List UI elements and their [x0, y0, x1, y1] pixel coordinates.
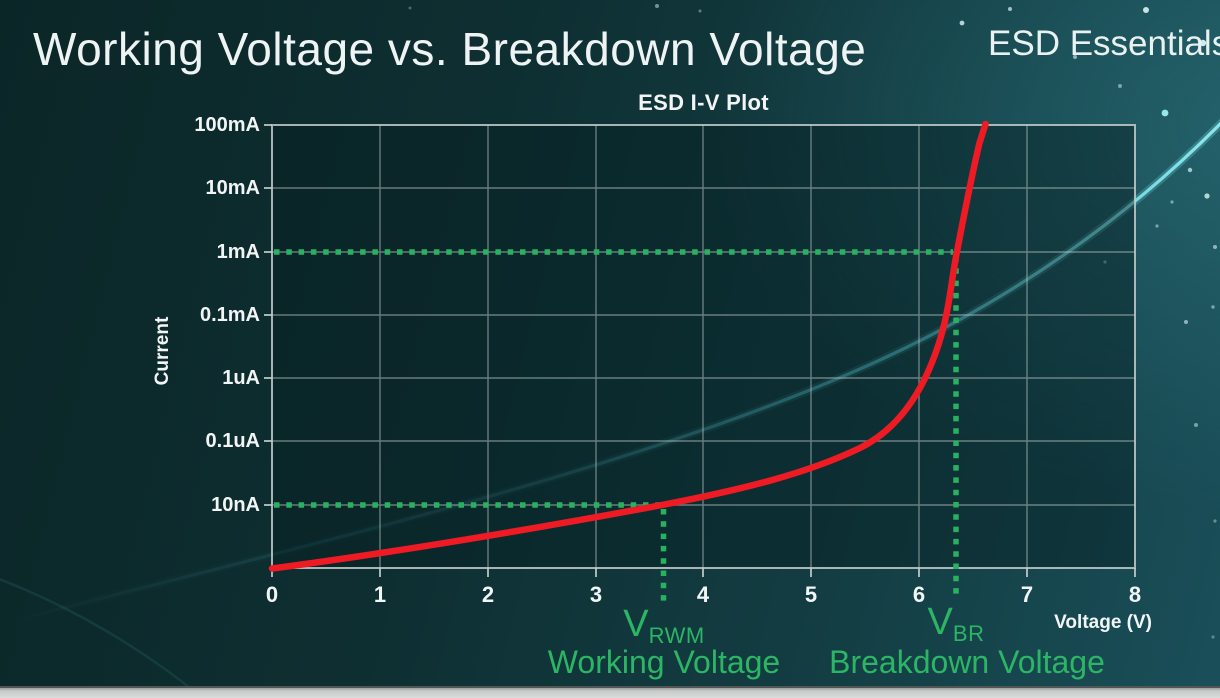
- y-tick-10nA: 10nA: [211, 494, 260, 516]
- y-tick-0.1uA: 0.1uA: [205, 430, 260, 452]
- y-tick-1uA: 1uA: [222, 367, 260, 389]
- vbr-subscript: BR: [952, 621, 985, 646]
- working-voltage-caption: Working Voltage: [547, 644, 781, 680]
- vbr-symbol: VBR: [856, 602, 1056, 654]
- corner-swoosh: [0, 578, 203, 696]
- x-tick-6: 6: [912, 582, 926, 607]
- vbr-v: V: [927, 601, 953, 643]
- brand-watermark: ESD Essentials: [988, 24, 1220, 63]
- page-title: Working Voltage vs. Breakdown Voltage: [33, 23, 867, 75]
- y-tick-100mA: 100mA: [194, 114, 260, 136]
- x-tick-5: 5: [804, 582, 818, 607]
- guide-lines-green: [274, 249, 959, 602]
- chart-title: ESD I-V Plot: [638, 90, 769, 115]
- x-tick-8: 8: [1128, 582, 1142, 607]
- vrwm-v: V: [623, 603, 649, 645]
- swoosh-line: [0, 121, 1220, 626]
- y-tick-1mA: 1mA: [216, 241, 260, 263]
- x-tick-1: 1: [373, 582, 387, 607]
- x-tick-0: 0: [265, 582, 279, 607]
- vrwm-symbol: VRWM: [564, 604, 764, 656]
- y-tick-10mA: 10mA: [205, 177, 260, 199]
- bottom-bar: [0, 686, 1220, 698]
- x-tick-7: 7: [1020, 582, 1034, 607]
- axis-ticks: [264, 124, 1136, 577]
- y-tick-0.1mA: 0.1mA: [199, 304, 260, 326]
- vrwm-subscript: RWM: [648, 623, 705, 648]
- stars: [408, 4, 1217, 639]
- x-tick-4: 4: [696, 582, 710, 607]
- iv-curve-path: [268, 120, 989, 572]
- breakdown-voltage-caption: Breakdown Voltage: [829, 644, 1105, 680]
- x-tick-3: 3: [589, 582, 603, 607]
- x-tick-2: 2: [481, 582, 495, 607]
- x-axis-title: Voltage (V): [1054, 612, 1152, 633]
